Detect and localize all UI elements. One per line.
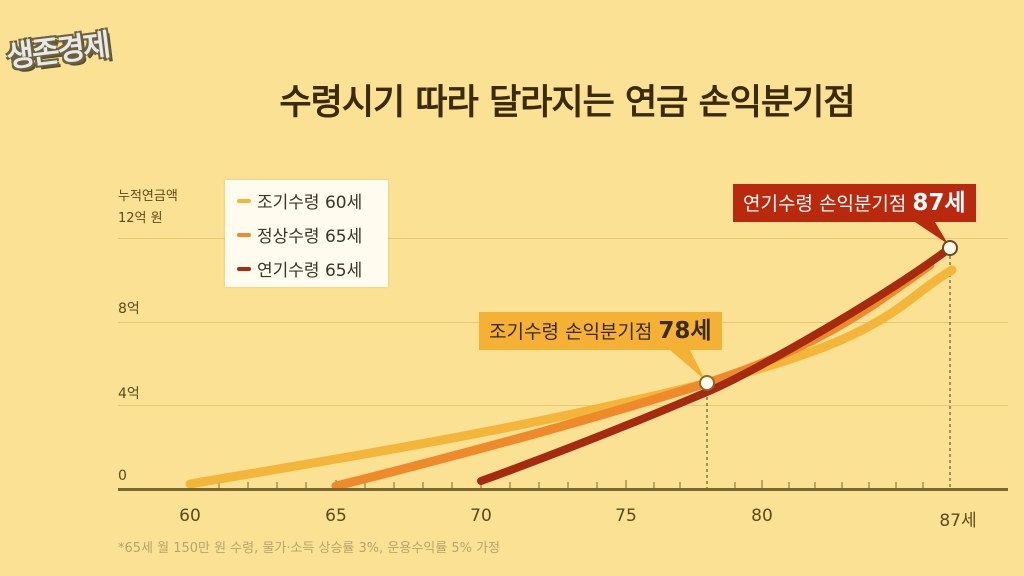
x-tick-80: 80	[751, 506, 773, 526]
callout-early-age: 78세	[658, 318, 712, 344]
x-tick-70: 70	[470, 506, 492, 526]
callout-late-pointer	[915, 222, 948, 244]
legend-item-delayed: 연기수령 65세	[237, 256, 362, 281]
y-tick-4: 4억	[118, 386, 140, 402]
gridline-12	[118, 238, 1008, 239]
y-tick-8: 8억	[118, 301, 140, 317]
legend-swatch-early	[237, 198, 251, 203]
chart-legend: 조기수령 60세 정상수령 65세 연기수령 65세	[225, 180, 388, 287]
callout-late-age: 87세	[912, 190, 966, 216]
chart-title: 수령시기 따라 달라지는 연금 손익분기점	[279, 83, 855, 123]
minor-ticks	[189, 480, 924, 488]
callout-early-text: 조기수령 손익분기점	[489, 321, 659, 343]
callout-late-text: 연기수령 손익분기점	[743, 193, 913, 215]
x-tick-65: 65	[325, 506, 347, 526]
legend-item-early: 조기수령 60세	[237, 188, 362, 213]
breakeven-78-marker	[699, 375, 715, 391]
legend-swatch-normal	[237, 232, 251, 237]
legend-label-normal: 정상수령 65세	[257, 227, 363, 247]
legend-label-early: 조기수령 60세	[257, 193, 363, 213]
legend-item-normal: 정상수령 65세	[237, 222, 362, 247]
x-tick-75: 75	[615, 506, 637, 526]
legend-label-delayed: 연기수령 65세	[257, 261, 363, 281]
x-axis-line	[118, 488, 1008, 491]
series-normal-65	[331, 260, 935, 491]
callout-late-breakeven: 연기수령 손익분기점 87세	[733, 184, 976, 222]
callout-early-pointer	[670, 350, 705, 380]
gridline-4	[118, 405, 1008, 406]
breakeven-87-marker	[942, 240, 958, 256]
series-delayed-70	[477, 244, 954, 485]
x-tick-87: 87세	[939, 511, 977, 531]
callout-early-breakeven: 조기수령 손익분기점 78세	[479, 312, 722, 350]
series-early-60	[185, 265, 957, 489]
footnote: *65세 월 150만 원 수령, 물가·소득 상승률 3%, 운용수익률 5%…	[118, 541, 501, 556]
y-axis-label: 누적연금액 12억 원	[118, 186, 178, 230]
y-axis-label-line1: 누적연금액	[118, 189, 178, 204]
x-tick-60: 60	[179, 506, 201, 526]
y-axis-label-line2: 12억 원	[118, 211, 163, 226]
legend-swatch-delayed	[237, 266, 251, 271]
y-tick-0: 0	[118, 468, 127, 484]
